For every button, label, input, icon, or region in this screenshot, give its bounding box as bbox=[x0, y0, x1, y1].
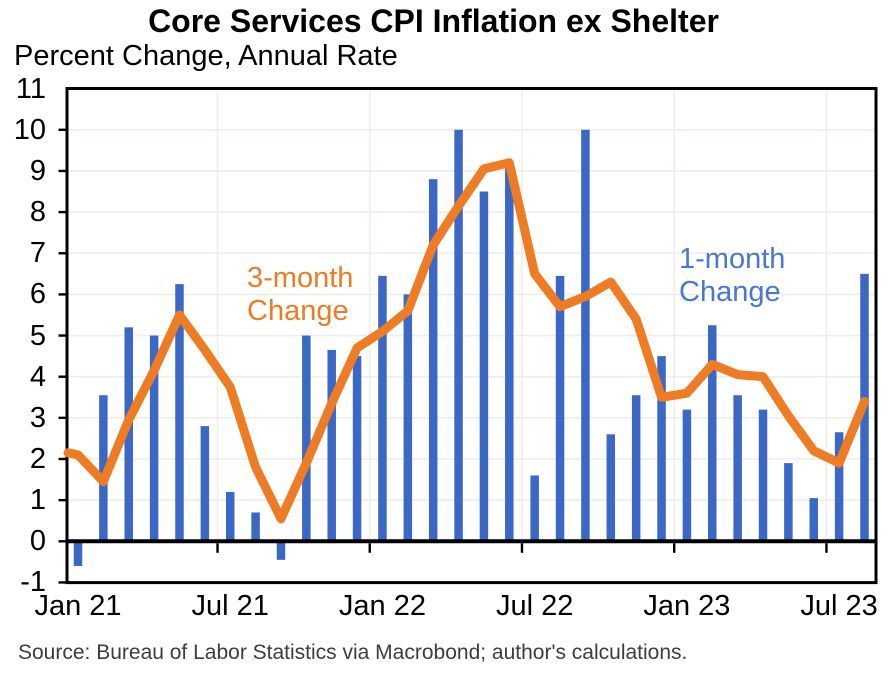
bar bbox=[631, 395, 641, 542]
bar bbox=[505, 166, 514, 542]
bar bbox=[200, 426, 210, 542]
x-axis-label: Jan 21 bbox=[34, 590, 122, 622]
y-axis-label: 2 bbox=[29, 443, 46, 475]
y-axis-label: 0 bbox=[29, 525, 46, 558]
bar bbox=[708, 325, 717, 542]
bar bbox=[581, 129, 590, 542]
line-3-month bbox=[63, 158, 869, 524]
x-axis-label: Jul 22 bbox=[495, 590, 574, 622]
bar-series-annotation: 1-month Change bbox=[679, 243, 785, 309]
bar bbox=[99, 395, 108, 542]
bar bbox=[302, 335, 311, 542]
bar bbox=[530, 475, 539, 542]
bar bbox=[809, 498, 819, 542]
bar bbox=[733, 395, 742, 542]
x-axis-label: Jan 22 bbox=[338, 590, 426, 622]
y-axis-label: 11 bbox=[15, 72, 46, 105]
bar bbox=[251, 512, 260, 542]
line-series-annotation-line1: 3-month bbox=[247, 262, 354, 294]
line-series-annotation: 3-month Change bbox=[247, 262, 353, 328]
y-axis-label: 9 bbox=[29, 154, 46, 187]
x-axis-label: Jul 23 bbox=[800, 590, 878, 622]
bar bbox=[73, 541, 83, 566]
bar bbox=[327, 349, 336, 542]
bar bbox=[606, 434, 616, 542]
source-note: Source: Bureau of Labor Statistics via M… bbox=[18, 641, 688, 664]
bar bbox=[352, 356, 362, 542]
bar bbox=[403, 294, 413, 542]
bar bbox=[428, 179, 438, 542]
bar bbox=[225, 491, 235, 542]
y-axis-label: 10 bbox=[13, 113, 46, 146]
y-axis-label: 3 bbox=[29, 401, 46, 434]
bar bbox=[124, 327, 133, 542]
bar bbox=[276, 541, 286, 560]
bar bbox=[784, 463, 793, 542]
x-axis-label: Jan 23 bbox=[643, 590, 731, 622]
bar bbox=[175, 284, 184, 542]
bar bbox=[149, 335, 159, 542]
bar bbox=[657, 356, 666, 542]
bar-series-annotation-line1: 1-month bbox=[679, 243, 786, 275]
bar bbox=[834, 432, 844, 542]
y-axis-label: 7 bbox=[29, 237, 46, 270]
bar bbox=[454, 129, 463, 542]
bar bbox=[555, 275, 565, 542]
bar bbox=[758, 409, 768, 542]
y-axis-label: -1 bbox=[20, 566, 46, 599]
y-axis-label: 1 bbox=[29, 484, 46, 517]
bar bbox=[479, 191, 489, 542]
bar bbox=[682, 409, 692, 542]
y-axis-label: 4 bbox=[29, 360, 46, 393]
bar bbox=[378, 275, 387, 542]
x-axis-label: Jul 21 bbox=[191, 590, 269, 622]
y-axis-label: 8 bbox=[29, 196, 46, 229]
bar-series-annotation-line2: Change bbox=[679, 276, 781, 308]
chart-title: Core Services CPI Inflation ex Shelter bbox=[148, 3, 719, 39]
y-axis-label: 5 bbox=[29, 319, 46, 352]
y-axis-title: Percent Change, Annual Rate bbox=[14, 40, 398, 72]
line-series-annotation-line2: Change bbox=[247, 295, 349, 327]
y-axis-label: 6 bbox=[29, 278, 46, 311]
